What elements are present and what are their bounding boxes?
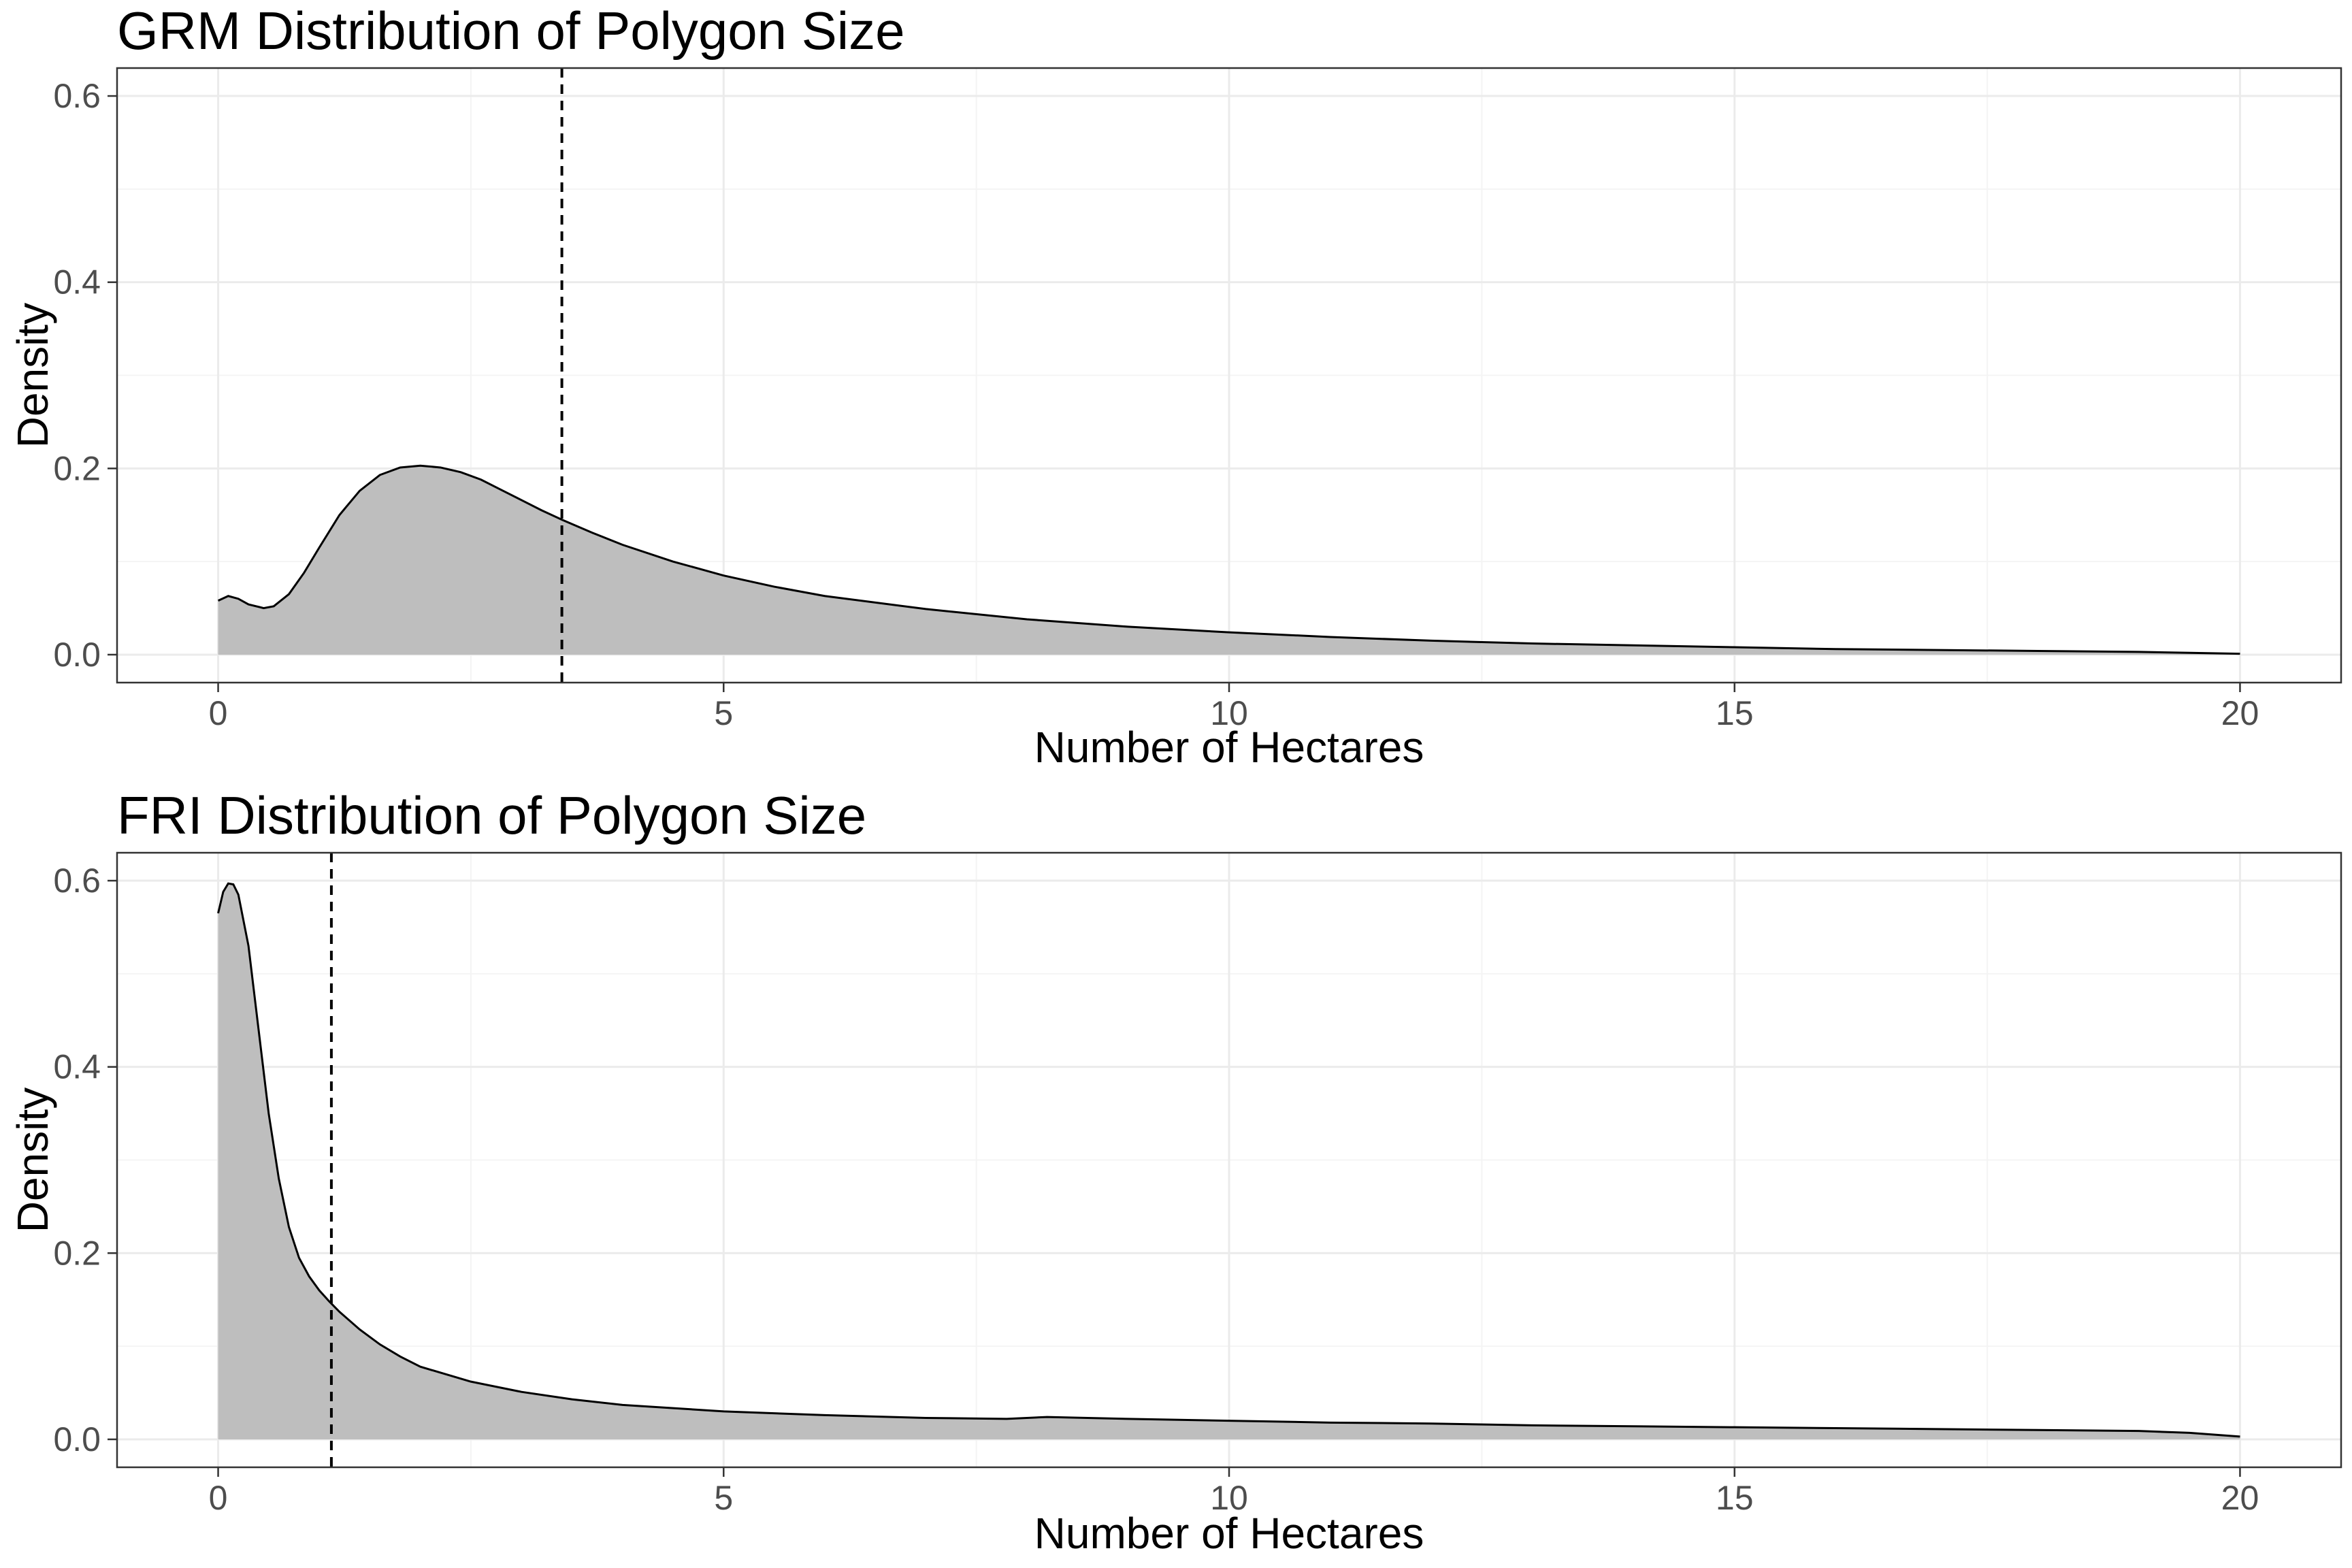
y-tick-label: 0.2 xyxy=(53,1234,101,1272)
y-tick-label: 0.4 xyxy=(53,263,101,301)
y-tick-label: 0.6 xyxy=(53,862,101,900)
chart-title: FRI Distribution of Polygon Size xyxy=(117,785,866,845)
y-tick-label: 0.4 xyxy=(53,1048,101,1086)
x-tick-label: 5 xyxy=(714,1479,733,1517)
y-tick-label: 0.6 xyxy=(53,77,101,115)
x-tick-label: 15 xyxy=(1716,1479,1754,1517)
x-tick-label: 5 xyxy=(714,694,733,732)
y-tick-label: 0.0 xyxy=(53,1420,101,1458)
chart-title: GRM Distribution of Polygon Size xyxy=(117,1,904,61)
density-line xyxy=(217,464,2240,655)
x-axis-title: Number of Hectares xyxy=(1034,1509,1424,1558)
x-tick-label: 10 xyxy=(1210,694,1248,732)
density-line xyxy=(217,882,2240,1438)
density-area xyxy=(218,466,2240,655)
x-tick-label: 20 xyxy=(2221,1479,2259,1517)
x-tick-label: 15 xyxy=(1716,694,1754,732)
x-tick-label: 20 xyxy=(2221,694,2259,732)
density-area xyxy=(218,883,2240,1439)
y-tick-label: 0.2 xyxy=(53,449,101,487)
y-tick-label: 0.0 xyxy=(53,636,101,674)
chart-panel-1: 0 5 10 15 20 0.0 0.2 0.4 0.6 GRM Distribution of … xyxy=(8,1,2342,772)
x-tick-label: 0 xyxy=(209,694,228,732)
x-axis-title: Number of Hectares xyxy=(1034,723,1424,772)
x-tick-label: 0 xyxy=(209,1479,228,1517)
chart-panel-2: 0 5 10 15 20 0.0 0.2 0.4 0.6 FRI Distribution of … xyxy=(8,785,2342,1558)
x-tick-label: 10 xyxy=(1210,1479,1248,1517)
y-axis-title: Density xyxy=(8,1088,57,1232)
y-axis-title: Density xyxy=(8,303,57,448)
